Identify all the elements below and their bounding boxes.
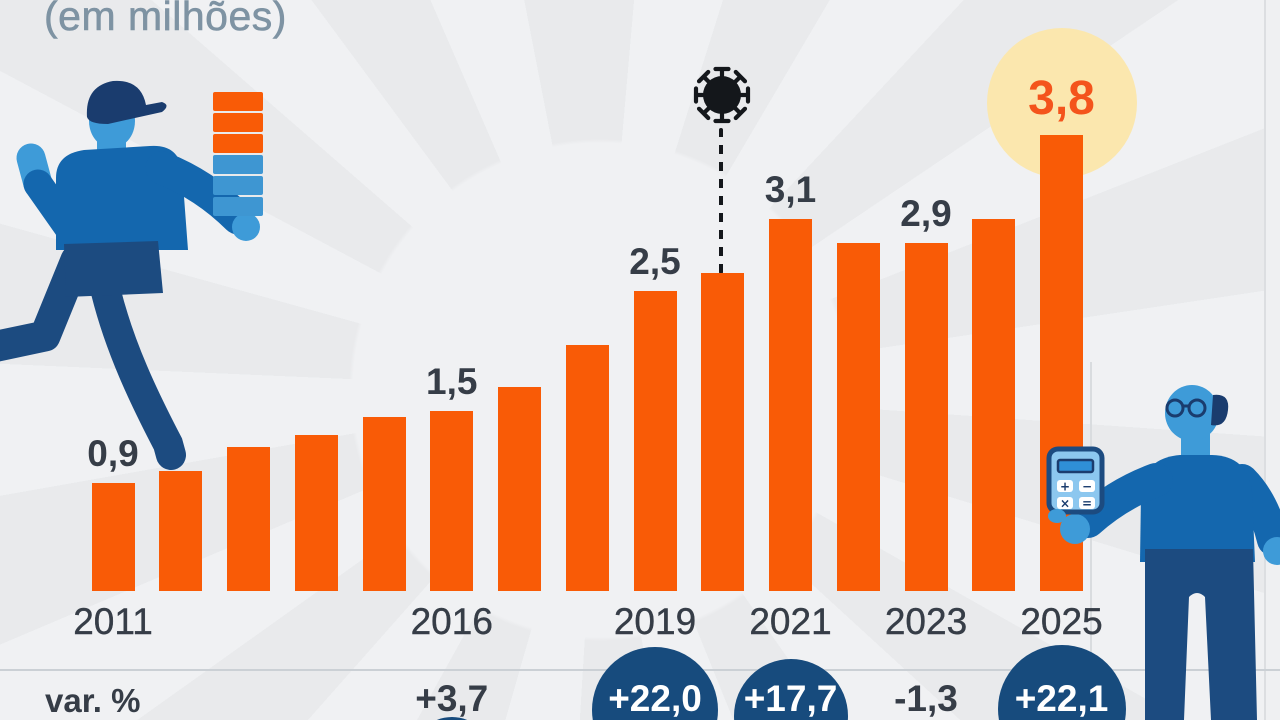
calc-key-plus: +: [1060, 480, 1070, 494]
chart-subtitle: (em milhões): [44, 0, 287, 39]
var-peek-circle-2016: [411, 717, 492, 720]
stack-block-orange: [213, 134, 263, 153]
var-value-2023: -1,3: [894, 678, 958, 719]
calc-key-multiply: ×: [1060, 497, 1070, 511]
right-person-right-hand: [1263, 537, 1280, 565]
stack-block-orange: [213, 92, 263, 111]
calc-key-minus: −: [1082, 480, 1092, 494]
left-person-back-leg: [0, 244, 92, 362]
var-value-2021: +17,7: [743, 678, 838, 719]
right-edge-line: [1264, 0, 1266, 720]
right-person-left-arm: [1071, 463, 1173, 538]
bar-label-2023: 2,9: [900, 193, 952, 234]
tick-2011: 2011: [73, 601, 153, 642]
coronavirus-icon: [693, 66, 751, 124]
left-person-front-leg: [91, 277, 186, 470]
var-value-2016: +3,7: [415, 678, 489, 719]
variation-row-label: var. %: [45, 682, 141, 719]
tick-2016: 2016: [410, 601, 493, 642]
bar-2022: [836, 243, 880, 591]
right-person-left-hand: [1060, 514, 1090, 544]
bar-2023: [904, 243, 948, 591]
bar-2011: [91, 483, 135, 591]
tick-2023: 2023: [884, 601, 968, 642]
stack-block-blue: [213, 197, 263, 216]
tick-2021: 2021: [749, 601, 832, 642]
bar-label-2025: 3,8: [1028, 72, 1095, 125]
virus-body: [703, 76, 741, 114]
calculator-screen: [1056, 458, 1095, 474]
stack-block-blue: [213, 176, 263, 195]
var-value-2025: +22,1: [1014, 678, 1109, 719]
tick-2025: 2025: [1020, 601, 1103, 642]
bar-2021: [769, 219, 812, 591]
covid-dashed-line: [719, 128, 723, 274]
stack-block-orange: [213, 113, 263, 132]
bar-2019: [633, 291, 677, 591]
left-person-pants: [64, 241, 163, 297]
calculator-keys: + − × =: [1057, 480, 1095, 511]
tick-2019: 2019: [613, 601, 697, 642]
right-person-illustration: + − × =: [1046, 385, 1280, 720]
var-value-2019: +22,0: [608, 678, 702, 719]
bar-2015: [362, 417, 406, 591]
right-person-ear-piece: [1211, 394, 1229, 426]
bar-2012: [159, 471, 203, 591]
left-person-carry-hand: [232, 213, 260, 241]
calculator-icon: + − × =: [1046, 446, 1105, 523]
right-person-pants: [1145, 549, 1257, 720]
right-person-thumb: [1048, 509, 1066, 523]
bar-2016: [430, 411, 474, 591]
bar-2017: [498, 387, 541, 591]
bar-label-2011: 0,9: [87, 433, 139, 474]
bar-2018: [565, 345, 609, 591]
bar-2020: [701, 273, 745, 591]
bar-label-2021: 3,1: [764, 169, 817, 210]
bar-label-2019: 2,5: [629, 241, 681, 282]
stack-of-blocks: [213, 92, 263, 216]
left-person-cap-icon: [86, 80, 167, 124]
bar-2014: [294, 435, 338, 591]
stack-block-blue: [213, 155, 263, 174]
left-person-illustration: [0, 80, 263, 470]
bar-label-2016: 1,5: [426, 361, 478, 402]
bar-2013: [227, 447, 270, 591]
glasses-icon: [1165, 398, 1207, 418]
calc-key-equals: =: [1082, 497, 1092, 511]
bar-2024: [972, 219, 1016, 591]
